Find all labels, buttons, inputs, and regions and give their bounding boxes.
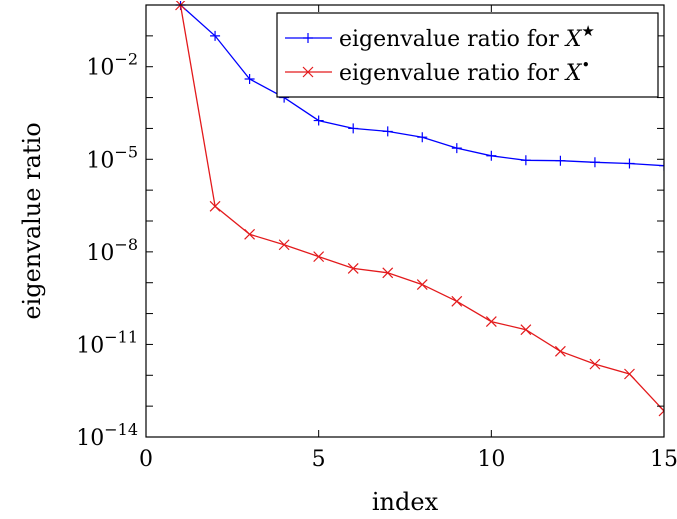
x-tick-label: 15	[650, 447, 677, 472]
legend-box	[276, 12, 659, 98]
y-tick-label: 10−5	[86, 142, 138, 173]
data-point	[555, 155, 566, 166]
series-layer	[175, 1, 664, 417]
legend-label: eigenvalue ratio for X•	[339, 56, 590, 86]
legend-label: eigenvalue ratio for X★	[339, 22, 595, 52]
data-point	[520, 324, 532, 336]
data-point	[313, 251, 325, 263]
data-point	[624, 368, 635, 380]
data-point	[589, 157, 600, 168]
data-point	[589, 358, 601, 370]
y-tick-label: 10−11	[76, 327, 138, 358]
y-axis-label: eigenvalue ratio	[18, 122, 46, 319]
legend: eigenvalue ratio for X★ eigenvalue ratio …	[276, 12, 659, 98]
data-point	[278, 239, 290, 251]
data-point	[520, 155, 531, 166]
x-tick-label: 0	[139, 447, 153, 472]
data-point	[416, 279, 428, 291]
x-axis-label: index	[372, 488, 439, 516]
axis-layer: 0 5 10 15 10−2 10−5 10−8 10−11 10−14	[76, 4, 677, 472]
data-point	[244, 73, 255, 84]
x-tick-label: 5	[312, 447, 326, 472]
y-tick-label: 10−2	[86, 50, 138, 81]
legend-swatch-marker	[303, 33, 313, 43]
data-point	[658, 405, 664, 417]
data-point	[417, 132, 428, 143]
data-point	[451, 295, 463, 307]
data-point	[624, 158, 635, 169]
data-point	[244, 228, 256, 240]
legend-swatch-marker	[302, 66, 314, 78]
series-1	[175, 1, 664, 171]
data-point	[659, 160, 664, 171]
data-point	[485, 316, 497, 328]
y-tick-label: 10−14	[76, 420, 138, 451]
data-point	[554, 345, 566, 357]
data-point	[348, 123, 359, 134]
data-point	[486, 150, 497, 161]
series-2	[175, 1, 664, 417]
data-point	[313, 115, 324, 126]
data-point	[451, 143, 462, 154]
data-point	[209, 200, 221, 212]
data-point	[382, 126, 393, 137]
x-tick-label: 10	[477, 447, 505, 472]
data-point	[382, 267, 394, 279]
data-point	[347, 263, 359, 274]
data-point	[210, 30, 221, 41]
y-tick-label: 10−8	[86, 235, 138, 266]
